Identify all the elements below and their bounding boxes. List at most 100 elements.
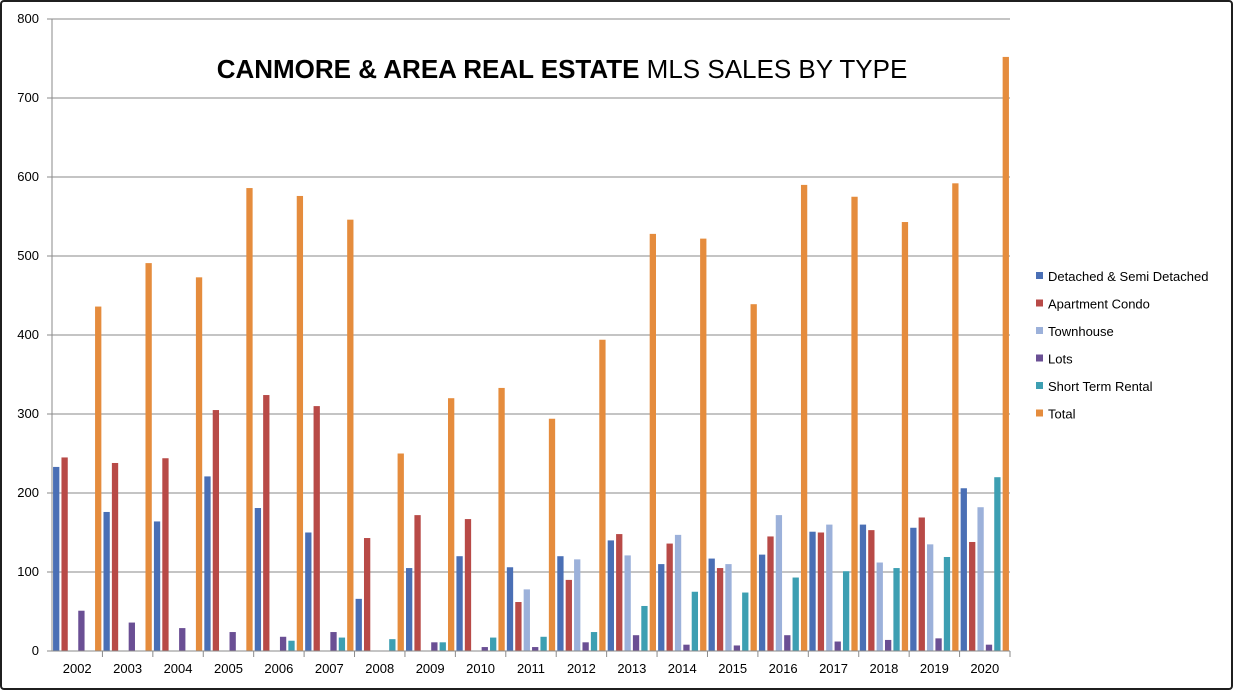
bar-townhouse-2018 — [876, 562, 883, 651]
bar-detached-semi-detached-2011 — [506, 567, 514, 651]
bar-detached-semi-detached-2015 — [708, 558, 715, 651]
bar-apartment-condo-2005 — [212, 410, 220, 651]
bar-apartment-condo-2011 — [515, 602, 522, 651]
bar-lots-2002 — [78, 610, 85, 651]
bar-apartment-condo-2002 — [61, 457, 68, 651]
bar-total-2013 — [649, 233, 656, 651]
bar-detached-semi-detached-2018 — [859, 524, 867, 651]
bar-lots-2005 — [229, 632, 236, 651]
bar-short-term-rental-2019 — [943, 556, 951, 651]
bar-short-term-rental-2010 — [490, 637, 497, 651]
x-tick-label: 2005 — [214, 661, 243, 676]
bar-detached-semi-detached-2014 — [658, 564, 665, 651]
bar-townhouse-2016 — [775, 515, 783, 651]
bar-lots-2011 — [532, 647, 539, 651]
bar-total-2015 — [750, 304, 757, 651]
x-tick-label: 2008 — [365, 661, 394, 676]
bar-short-term-rental-2016 — [792, 577, 799, 651]
bar-apartment-condo-2007 — [313, 406, 320, 651]
x-tick-label: 2012 — [567, 661, 596, 676]
bar-townhouse-2012 — [574, 559, 581, 651]
bar-townhouse-2020 — [977, 507, 984, 651]
legend-label: Apartment Condo — [1048, 297, 1150, 312]
legend-swatch-townhouse — [1036, 327, 1043, 334]
bar-apartment-condo-2014 — [666, 543, 673, 651]
bar-townhouse-2017 — [826, 524, 833, 651]
bar-apartment-condo-2015 — [716, 568, 724, 651]
x-tick-label: 2006 — [264, 661, 293, 676]
bar-total-2020 — [1002, 56, 1009, 652]
chart-title-normal: MLS SALES BY TYPE — [639, 54, 907, 84]
bar-total-2011 — [548, 418, 556, 651]
bar-townhouse-2014 — [674, 534, 682, 651]
x-tick-label: 2013 — [617, 661, 646, 676]
bar-townhouse-2013 — [624, 555, 631, 651]
axes: 0 100 200 300 400 500 600 700 800 2002 2003 2004 200… — [17, 11, 1011, 676]
bar-lots-2010 — [481, 647, 488, 651]
y-tick-label: 0 — [32, 643, 39, 658]
bar-short-term-rental-2011 — [540, 636, 547, 651]
legend-swatch-total — [1036, 409, 1043, 417]
bar-total-2008 — [397, 453, 404, 651]
x-tick-label: 2002 — [63, 661, 92, 676]
bar-short-term-rental-2013 — [641, 605, 648, 651]
bar-short-term-rental-2014 — [691, 591, 699, 651]
chart-title: CANMORE & AREA REAL ESTATE MLS SALES BY … — [217, 54, 908, 84]
x-tick-label: 2017 — [819, 661, 848, 676]
bar-townhouse-2015 — [725, 564, 732, 651]
bar-lots-2020 — [985, 644, 993, 651]
bar-detached-semi-detached-2002 — [53, 466, 60, 651]
bar-detached-semi-detached-2016 — [758, 554, 766, 651]
bar-short-term-rental-2018 — [893, 568, 900, 651]
x-tick-label: 2010 — [466, 661, 495, 676]
bar-apartment-condo-2013 — [616, 534, 623, 651]
bar-lots-2017 — [834, 641, 841, 651]
bar-lots-2016 — [784, 635, 791, 651]
bar-short-term-rental-2006 — [288, 640, 295, 651]
bar-lots-2006 — [279, 636, 287, 651]
bar-short-term-rental-2009 — [439, 642, 446, 651]
bar-apartment-condo-2019 — [918, 517, 925, 651]
bar-detached-semi-detached-2006 — [254, 508, 262, 651]
legend-swatch-apartment-condo — [1036, 299, 1043, 307]
bar-total-2010 — [498, 387, 505, 651]
y-tick-label: 700 — [17, 90, 39, 105]
bar-detached-semi-detached-2013 — [607, 540, 614, 651]
bar-lots-2014 — [683, 644, 690, 651]
bar-townhouse-2019 — [927, 544, 934, 651]
bar-lots-2004 — [179, 628, 186, 651]
legend-swatch-detached-semi-detached — [1036, 272, 1043, 279]
bar-total-2005 — [246, 188, 253, 651]
x-tick-label: 2007 — [315, 661, 344, 676]
x-tick-label: 2016 — [769, 661, 798, 676]
bar-apartment-condo-2016 — [767, 536, 774, 651]
bar-short-term-rental-2012 — [590, 632, 598, 651]
legend-swatch-short-term-rental — [1036, 382, 1043, 389]
x-tick-label: 2020 — [970, 661, 999, 676]
legend-swatch-lots — [1036, 354, 1043, 362]
bar-total-2017 — [851, 196, 858, 651]
y-tick-label: 800 — [17, 11, 39, 26]
bar-lots-2013 — [632, 635, 640, 651]
x-tick-label: 2004 — [164, 661, 193, 676]
bar-detached-semi-detached-2020 — [960, 488, 967, 651]
y-tick-label: 300 — [17, 406, 39, 421]
bar-total-2019 — [952, 183, 959, 651]
bar-short-term-rental-2017 — [842, 571, 850, 651]
bar-total-2007 — [347, 219, 354, 651]
chart-title-bold: CANMORE & AREA REAL ESTATE — [217, 54, 640, 84]
bar-short-term-rental-2007 — [338, 637, 346, 651]
bar-lots-2007 — [330, 632, 337, 651]
bar-total-2016 — [800, 184, 808, 651]
y-tick-label: 600 — [17, 169, 39, 184]
legend-label: Detached & Semi Detached — [1048, 269, 1208, 284]
bar-detached-semi-detached-2019 — [910, 527, 917, 651]
bar-short-term-rental-2008 — [389, 639, 396, 651]
x-tick-label: 2015 — [718, 661, 747, 676]
legend-label: Lots — [1048, 352, 1073, 367]
bar-total-2018 — [901, 222, 909, 651]
bar-total-2006 — [296, 195, 304, 651]
bar-lots-2018 — [884, 639, 892, 651]
